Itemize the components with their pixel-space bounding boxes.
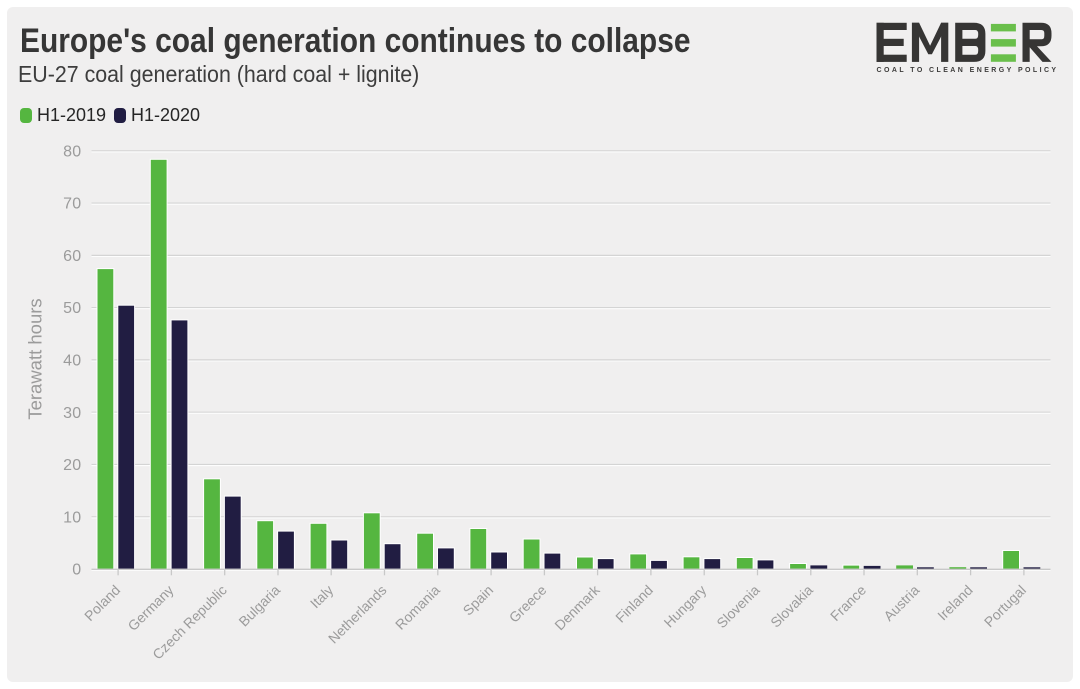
svg-text:Spain: Spain bbox=[460, 582, 497, 619]
svg-text:Terawatt hours: Terawatt hours bbox=[25, 298, 46, 419]
svg-text:Romania: Romania bbox=[392, 582, 443, 633]
svg-text:70: 70 bbox=[63, 196, 81, 213]
svg-text:Hungary: Hungary bbox=[661, 582, 710, 631]
svg-text:Portugal: Portugal bbox=[981, 582, 1029, 630]
svg-text:Finland: Finland bbox=[612, 582, 656, 626]
svg-text:20: 20 bbox=[63, 457, 81, 474]
svg-text:Austria: Austria bbox=[880, 582, 922, 624]
svg-text:Poland: Poland bbox=[81, 582, 123, 624]
svg-text:Ireland: Ireland bbox=[934, 582, 976, 624]
svg-text:Bulgaria: Bulgaria bbox=[235, 582, 283, 630]
svg-text:Greece: Greece bbox=[506, 582, 550, 626]
svg-text:40: 40 bbox=[63, 353, 81, 370]
svg-text:10: 10 bbox=[63, 509, 81, 526]
svg-text:Slovenia: Slovenia bbox=[713, 582, 762, 631]
svg-text:France: France bbox=[827, 582, 869, 624]
svg-text:30: 30 bbox=[63, 405, 81, 422]
svg-text:0: 0 bbox=[72, 562, 81, 579]
svg-text:Denmark: Denmark bbox=[551, 581, 603, 633]
svg-text:Slovakia: Slovakia bbox=[767, 582, 816, 631]
svg-text:Italy: Italy bbox=[307, 582, 336, 611]
svg-text:50: 50 bbox=[63, 300, 81, 317]
svg-text:Germany: Germany bbox=[124, 582, 176, 634]
svg-text:60: 60 bbox=[63, 248, 81, 265]
svg-text:80: 80 bbox=[63, 143, 81, 160]
